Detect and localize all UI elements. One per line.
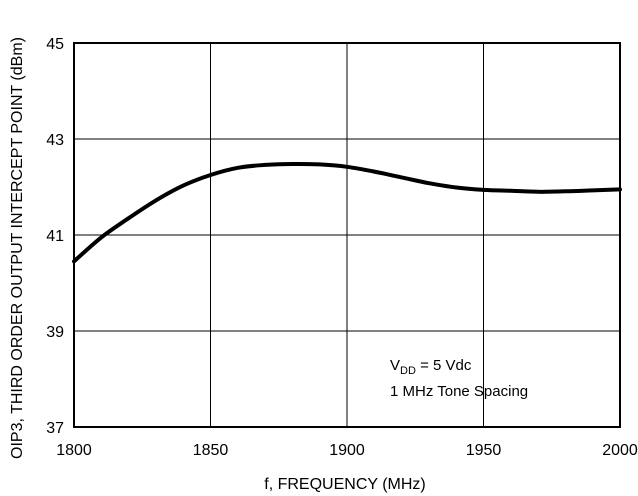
x-tick-label-1950: 1950: [466, 442, 502, 459]
tone-spacing-annotation: 1 MHz Tone Spacing: [390, 383, 528, 400]
x-axis-label: f, FREQUENCY (MHz): [264, 476, 425, 493]
x-tick-label-1850: 1850: [193, 442, 229, 459]
vdd-annotation: VDD = 5 Vdc: [390, 357, 472, 377]
grid: [74, 43, 620, 427]
y-tick-label-41: 41: [46, 228, 64, 245]
x-tick-label-1800: 1800: [56, 442, 92, 459]
y-tick-label-45: 45: [46, 36, 64, 53]
y-tick-labels: 37 39 41 43 45: [46, 36, 64, 437]
vdd-value: = 5 Vdc: [416, 357, 472, 374]
vdd-prefix: V: [390, 357, 400, 374]
x-tick-labels: 1800 1850 1900 1950 2000: [56, 442, 638, 459]
x-tick-label-1900: 1900: [329, 442, 365, 459]
y-tick-label-43: 43: [46, 132, 64, 149]
y-tick-label-39: 39: [46, 324, 64, 341]
x-tick-label-2000: 2000: [602, 442, 638, 459]
plot-frame: [73, 42, 621, 428]
vdd-subscript: DD: [400, 365, 416, 377]
series-line: [72, 161, 622, 264]
y-tick-label-37: 37: [46, 420, 64, 437]
y-axis-label: OIP3, THIRD ORDER OUTPUT INTERCEPT POINT…: [9, 37, 26, 459]
